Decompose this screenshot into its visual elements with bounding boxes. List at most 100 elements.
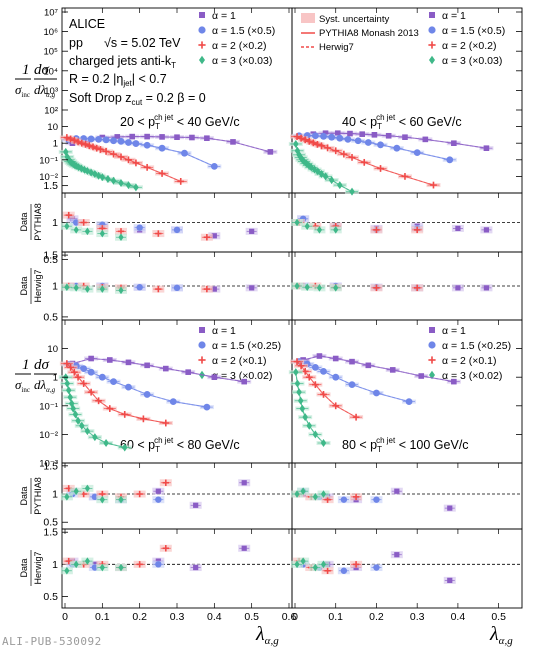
data-point-v	[375, 284, 378, 292]
data-point-v	[322, 391, 325, 398]
data-point	[74, 138, 82, 146]
data-point	[371, 132, 378, 138]
data-point	[304, 222, 310, 230]
data-point	[320, 439, 327, 448]
data-point	[118, 233, 124, 242]
data-point	[318, 142, 325, 150]
data-point	[422, 136, 429, 143]
data-point	[320, 490, 327, 498]
data-point	[87, 388, 95, 396]
data-point	[296, 150, 302, 159]
data-point-v	[82, 490, 85, 498]
data-point-v	[300, 134, 302, 142]
data-point	[340, 567, 348, 574]
data-point-v	[432, 181, 435, 189]
data-point-v	[355, 413, 357, 421]
data-point	[155, 496, 162, 503]
data-point	[155, 230, 162, 237]
data-point-v	[304, 367, 306, 375]
data-point	[451, 378, 457, 385]
data-point-v	[326, 567, 329, 574]
data-point-v	[127, 156, 130, 164]
svg-text:Data: Data	[19, 212, 29, 231]
data-point	[302, 413, 308, 422]
x-tick-label: 0	[292, 611, 298, 623]
legend-label: α = 1.5 (×0.5)	[442, 25, 505, 37]
data-point	[393, 144, 401, 152]
data-point-v	[416, 226, 418, 234]
data-point	[95, 397, 102, 405]
data-point	[305, 137, 313, 145]
data-point	[300, 487, 306, 496]
data-point	[293, 139, 299, 148]
data-point	[311, 364, 319, 371]
data-point-v	[112, 150, 115, 158]
data-point	[159, 134, 165, 140]
x-tick-label: 0.4	[451, 611, 466, 623]
data-point	[64, 379, 71, 388]
ratio-tick-label: 1.5	[43, 250, 58, 262]
y-title-den: dλα,g	[34, 82, 56, 99]
data-point-v	[334, 147, 337, 155]
data-point-v	[67, 485, 70, 492]
data-point	[75, 416, 81, 425]
data-point	[446, 156, 454, 164]
x-title-left: λα,g	[255, 623, 279, 647]
data-point	[121, 411, 129, 418]
data-point	[73, 487, 79, 496]
data-point	[389, 367, 396, 373]
data-point-v	[88, 142, 91, 150]
ratio-tick-label: 1	[52, 559, 58, 571]
data-point	[359, 131, 365, 137]
data-point-v	[135, 159, 137, 167]
data-point-v	[109, 405, 111, 412]
data-point	[373, 226, 380, 234]
data-point	[103, 439, 109, 448]
data-point-v	[312, 139, 315, 147]
data-point-v	[165, 479, 167, 486]
legend-marker	[428, 41, 436, 49]
data-point	[294, 560, 300, 569]
data-point	[89, 143, 97, 151]
ratio-tick-label: 1.5	[43, 460, 58, 472]
data-point	[193, 502, 199, 508]
data-point-v	[165, 419, 167, 427]
data-point-v	[308, 137, 311, 145]
legend-label: α = 2 (×0.2)	[212, 40, 267, 52]
data-point	[293, 358, 301, 366]
data-point	[324, 496, 331, 503]
y-title-main-bottom: 1 σinc dσ dλα,g	[15, 357, 57, 394]
experiment-label: ALICE	[69, 17, 105, 31]
data-point	[107, 357, 113, 363]
data-point-v	[77, 373, 79, 381]
data-point	[98, 373, 106, 381]
data-point	[300, 557, 306, 565]
data-point	[314, 140, 321, 148]
data-point-v	[334, 402, 337, 410]
data-point-v	[69, 135, 72, 143]
data-point	[204, 135, 210, 142]
data-point	[67, 364, 74, 371]
data-point	[84, 427, 91, 436]
jets-label: charged jets anti-kT	[69, 54, 176, 70]
data-point	[74, 373, 82, 381]
y-title-num: dσ	[34, 62, 50, 78]
data-point-v	[123, 411, 126, 418]
data-point	[413, 226, 421, 234]
y-tick-label: 10⁻¹	[39, 155, 58, 166]
legend-marker	[429, 327, 435, 333]
data-point	[293, 368, 299, 377]
legend-label: α = 3 (×0.02)	[442, 370, 502, 382]
data-point	[72, 410, 79, 419]
data-point	[173, 226, 181, 234]
data-point-v	[142, 415, 145, 423]
legend-label: α = 1.5 (×0.5)	[212, 25, 275, 37]
data-point-v	[90, 388, 92, 396]
data-point	[144, 133, 150, 140]
x-tick-label: 0.1	[328, 611, 343, 623]
data-point	[249, 285, 255, 291]
data-point	[181, 149, 188, 157]
herwig-legend-label: Herwig7	[319, 42, 354, 53]
data-point	[336, 134, 344, 142]
